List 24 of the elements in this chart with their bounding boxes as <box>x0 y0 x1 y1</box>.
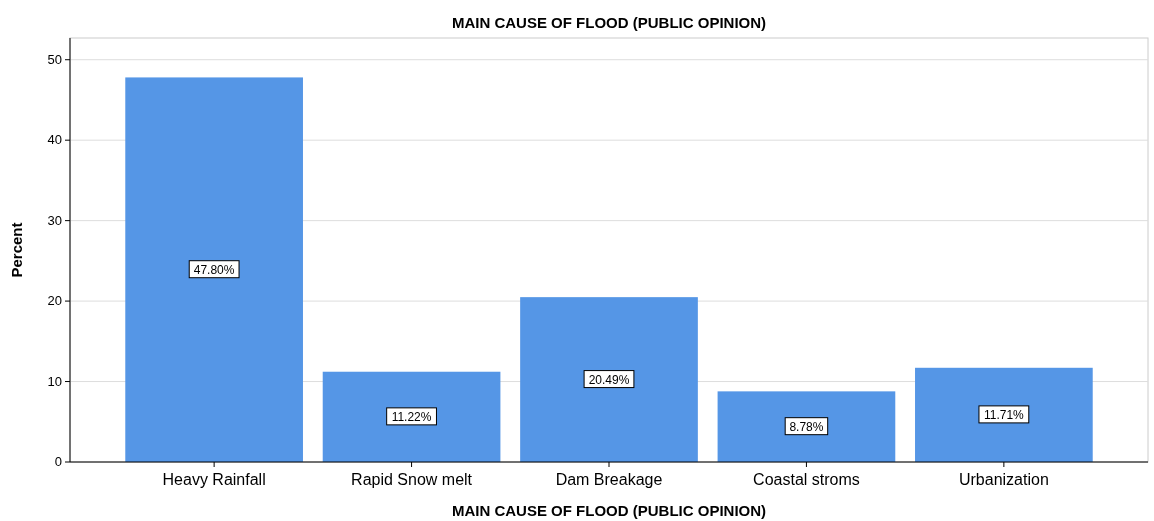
x-tick-label: Coastal stroms <box>753 471 860 488</box>
x-tick-label: Dam Breakage <box>555 471 663 488</box>
y-tick-label: 20 <box>47 293 62 309</box>
data-label: 20.49% <box>588 372 630 387</box>
y-axis-title: Percent <box>8 222 25 278</box>
x-tick-label: Heavy Rainfall <box>162 471 266 488</box>
data-label: 47.80% <box>193 262 235 277</box>
bar <box>717 391 896 462</box>
x-tick-label: Rapid Snow melt <box>351 471 473 488</box>
y-tick-label: 30 <box>47 212 62 228</box>
bar <box>520 297 698 462</box>
bar <box>322 371 501 462</box>
x-tick-label: Urbanization <box>958 471 1049 488</box>
bar <box>125 77 303 462</box>
data-label: 11.71% <box>983 407 1025 422</box>
y-tick-label: 0 <box>54 454 62 469</box>
x-axis-title: MAIN CAUSE OF FLOOD (PUBLIC OPINION) <box>451 502 767 519</box>
y-tick-label: 10 <box>47 373 62 389</box>
y-tick-label: 40 <box>47 132 62 148</box>
y-tick-label: 50 <box>47 51 62 67</box>
data-label: 11.22% <box>391 409 432 424</box>
chart-title: MAIN CAUSE OF FLOOD (PUBLIC OPINION) <box>451 14 767 31</box>
data-label: 8.78% <box>789 419 824 434</box>
bar <box>915 367 1093 462</box>
